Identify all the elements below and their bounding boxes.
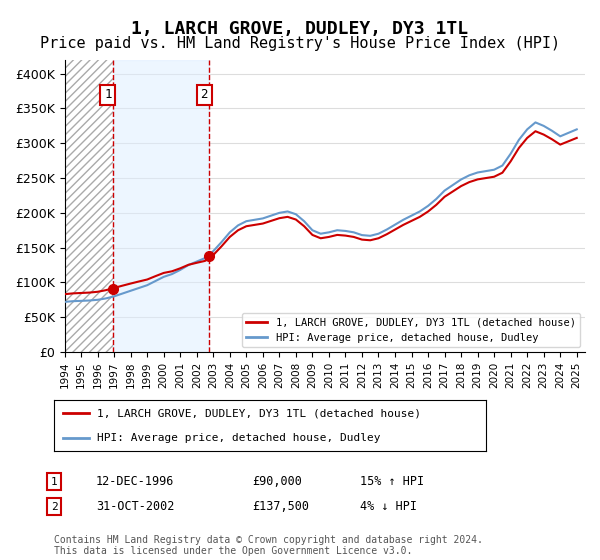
- Text: 1: 1: [50, 477, 58, 487]
- Text: 2: 2: [50, 502, 58, 512]
- Text: 12-DEC-1996: 12-DEC-1996: [96, 475, 175, 488]
- Text: £90,000: £90,000: [252, 475, 302, 488]
- Text: 1, LARCH GROVE, DUDLEY, DY3 1TL (detached house): 1, LARCH GROVE, DUDLEY, DY3 1TL (detache…: [97, 408, 421, 418]
- Text: HPI: Average price, detached house, Dudley: HPI: Average price, detached house, Dudl…: [97, 433, 381, 443]
- Bar: [65, 60, 113, 352]
- Text: Contains HM Land Registry data © Crown copyright and database right 2024.
This d: Contains HM Land Registry data © Crown c…: [54, 535, 483, 557]
- Text: 4% ↓ HPI: 4% ↓ HPI: [360, 500, 417, 514]
- Text: Price paid vs. HM Land Registry's House Price Index (HPI): Price paid vs. HM Land Registry's House …: [40, 36, 560, 52]
- Text: 1, LARCH GROVE, DUDLEY, DY3 1TL: 1, LARCH GROVE, DUDLEY, DY3 1TL: [131, 20, 469, 38]
- Bar: [65, 60, 113, 352]
- Text: 31-OCT-2002: 31-OCT-2002: [96, 500, 175, 514]
- Legend: 1, LARCH GROVE, DUDLEY, DY3 1TL (detached house), HPI: Average price, detached h: 1, LARCH GROVE, DUDLEY, DY3 1TL (detache…: [242, 313, 580, 347]
- Text: 1: 1: [104, 88, 112, 101]
- Bar: [113, 60, 209, 352]
- Text: 15% ↑ HPI: 15% ↑ HPI: [360, 475, 424, 488]
- Text: 2: 2: [200, 88, 208, 101]
- Text: £137,500: £137,500: [252, 500, 309, 514]
